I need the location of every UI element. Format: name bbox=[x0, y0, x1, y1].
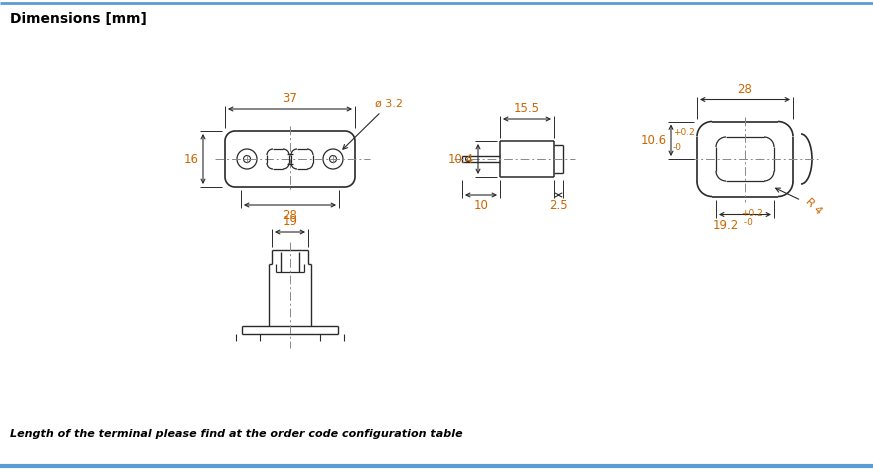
Text: 10: 10 bbox=[473, 199, 488, 212]
Text: 19.2: 19.2 bbox=[712, 219, 739, 232]
Text: 28: 28 bbox=[283, 209, 298, 222]
Text: 28: 28 bbox=[738, 83, 753, 96]
Text: 15.5: 15.5 bbox=[514, 102, 540, 115]
Text: ø 3.2: ø 3.2 bbox=[343, 99, 403, 149]
Text: 16: 16 bbox=[184, 152, 199, 166]
Text: 37: 37 bbox=[283, 92, 298, 105]
Text: +0.2: +0.2 bbox=[741, 209, 763, 218]
Text: R 4: R 4 bbox=[775, 188, 824, 217]
Text: 10.6: 10.6 bbox=[641, 134, 667, 147]
Text: Length of the terminal please find at the order code configuration table: Length of the terminal please find at th… bbox=[10, 429, 463, 439]
Text: 19: 19 bbox=[283, 215, 298, 228]
Text: 2.5: 2.5 bbox=[549, 199, 567, 212]
Text: 10.4: 10.4 bbox=[448, 152, 474, 166]
Text: Dimensions [mm]: Dimensions [mm] bbox=[10, 12, 147, 26]
Text: +0.2: +0.2 bbox=[673, 128, 695, 137]
Text: -0: -0 bbox=[673, 143, 682, 152]
Text: -0: -0 bbox=[741, 218, 753, 227]
